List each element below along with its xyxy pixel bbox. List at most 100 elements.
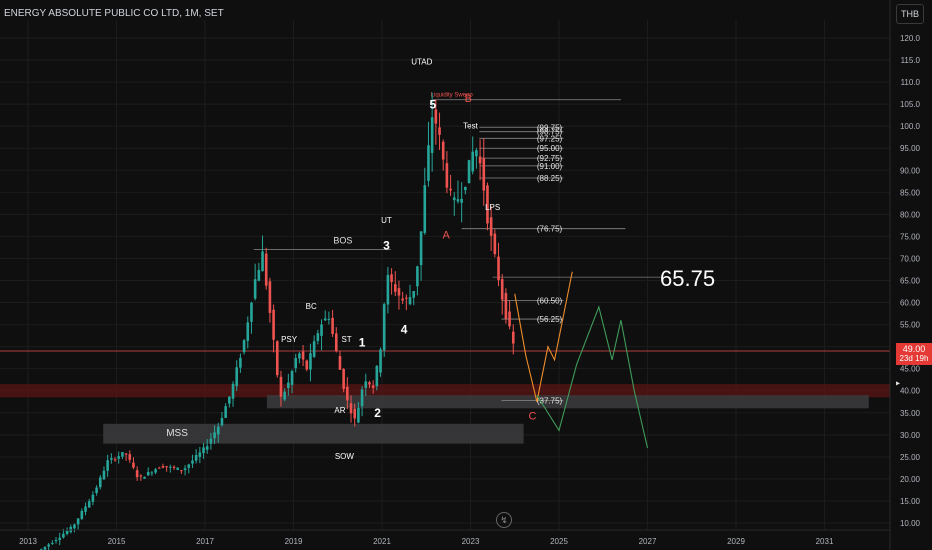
candle-body	[169, 466, 172, 468]
candle-body	[216, 426, 220, 435]
wyckoff-label: PSY	[281, 335, 298, 344]
candle-body	[346, 386, 349, 401]
candle-body	[202, 447, 205, 453]
candle-body	[386, 275, 390, 305]
orange-projection-line	[514, 271, 573, 402]
candle-body	[500, 279, 504, 300]
candle-body	[47, 544, 50, 547]
price-tick-label: 35.00	[900, 409, 921, 418]
candle-body	[478, 156, 482, 164]
wyckoff-label: BC	[306, 302, 317, 311]
candle-body	[390, 274, 393, 283]
wave-label: C	[528, 410, 536, 422]
candle-body	[305, 360, 309, 370]
wyckoff-label: 3	[383, 239, 390, 253]
candle-body	[360, 389, 364, 407]
candle-body	[486, 185, 489, 224]
price-tick-label: 55.00	[900, 321, 921, 330]
green-projection-line	[536, 305, 649, 449]
wave-label: B	[465, 93, 472, 105]
candle-body	[257, 269, 261, 281]
currency-button[interactable]: THB	[896, 4, 924, 24]
candle-body	[467, 160, 471, 184]
candle-body	[382, 304, 386, 351]
candle-body	[412, 290, 416, 298]
zone-box	[103, 423, 524, 444]
candle-body	[250, 302, 253, 322]
candle-body	[334, 333, 338, 352]
wyckoff-label: 5	[430, 98, 437, 112]
price-tick-label: 100.0	[900, 122, 921, 131]
candle-body	[456, 199, 460, 202]
big-level-label: 65.75	[660, 266, 715, 291]
wyckoff-label: UT	[381, 216, 392, 225]
fib-level-label: (92.75)	[537, 154, 563, 163]
candle-body	[423, 185, 427, 233]
wyckoff-label: Test	[463, 121, 478, 130]
fib-level-label: (37.75)	[537, 397, 563, 406]
price-tick-label: 80.00	[900, 210, 921, 219]
candle-body	[239, 357, 242, 368]
wyckoff-label: 2	[374, 406, 381, 420]
candle-body	[283, 391, 286, 400]
candle-body	[301, 351, 305, 360]
candle-body	[349, 403, 353, 414]
candle-body	[187, 464, 191, 468]
candle-body	[405, 297, 408, 299]
price-tick-label: 15.00	[900, 497, 921, 506]
candle-body	[331, 317, 334, 334]
candle-body	[143, 476, 146, 479]
candle-body	[416, 266, 419, 287]
candle-body	[449, 188, 452, 191]
bos-label: BOS	[333, 236, 352, 246]
candle-body	[98, 477, 102, 488]
candle-body	[62, 533, 65, 538]
last-price-value: 49.00	[902, 344, 926, 354]
candle-body	[368, 382, 371, 385]
candle-body	[172, 466, 176, 468]
price-tick-label: 110.0	[901, 78, 921, 87]
candle-body	[475, 150, 478, 157]
candle-body	[128, 454, 132, 460]
candle-body	[497, 256, 500, 281]
candle-body	[183, 468, 187, 471]
fib-level-label: (60.50)	[537, 296, 563, 305]
candle-body	[220, 418, 224, 426]
candle-body	[357, 407, 360, 423]
candle-body	[371, 385, 375, 388]
candle-body	[338, 356, 342, 370]
candle-body	[102, 470, 106, 480]
candle-body	[106, 460, 109, 471]
candle-body	[76, 518, 80, 525]
candle-body	[504, 293, 508, 319]
candle-body	[342, 369, 345, 389]
wyckoff-label: SOW	[335, 452, 355, 461]
time-tick-label: 2017	[196, 537, 214, 546]
candle-body	[427, 145, 430, 181]
price-tick-label: 90.00	[900, 166, 921, 175]
price-tick-label: 45.00	[900, 365, 921, 374]
candle-body	[146, 472, 150, 476]
candle-body	[246, 322, 250, 341]
wyckoff-label: LPS	[485, 203, 500, 212]
liquidity-sweep-label: Liquidity Sweep	[431, 93, 474, 99]
candle-body	[198, 452, 202, 457]
time-tick-label: 2013	[19, 537, 37, 546]
candle-body	[80, 510, 84, 519]
candle-body	[58, 537, 62, 540]
candle-body	[489, 217, 493, 236]
price-tick-label: 85.00	[900, 188, 921, 197]
candle-body	[135, 470, 139, 478]
candle-body	[235, 367, 239, 387]
candle-body	[460, 198, 463, 203]
candle-body	[323, 318, 327, 321]
fib-level-label: (99.75)	[537, 123, 563, 132]
candle-body	[165, 466, 168, 468]
wave-label: A	[442, 230, 450, 242]
candle-body	[224, 406, 227, 418]
candle-body	[445, 163, 449, 188]
wyckoff-label: 4	[401, 322, 408, 336]
candle-body	[113, 459, 117, 461]
